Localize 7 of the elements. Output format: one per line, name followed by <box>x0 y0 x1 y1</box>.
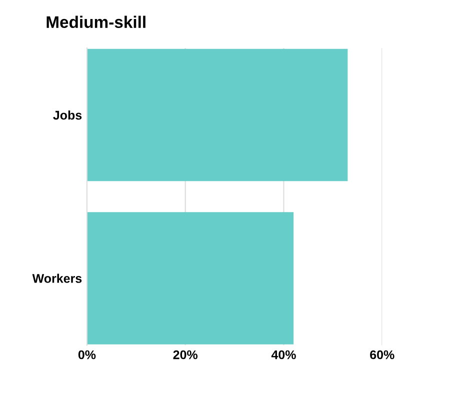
y-tick-label: Jobs <box>53 110 82 120</box>
y-tick-label: Workers <box>32 274 82 283</box>
chart-title: Medium-skill <box>46 16 146 28</box>
x-tick-label: 60% <box>370 350 394 360</box>
x-tick-label: 0% <box>78 350 96 360</box>
x-tick-label: 20% <box>173 350 198 360</box>
x-tick-label: 40% <box>271 350 296 360</box>
